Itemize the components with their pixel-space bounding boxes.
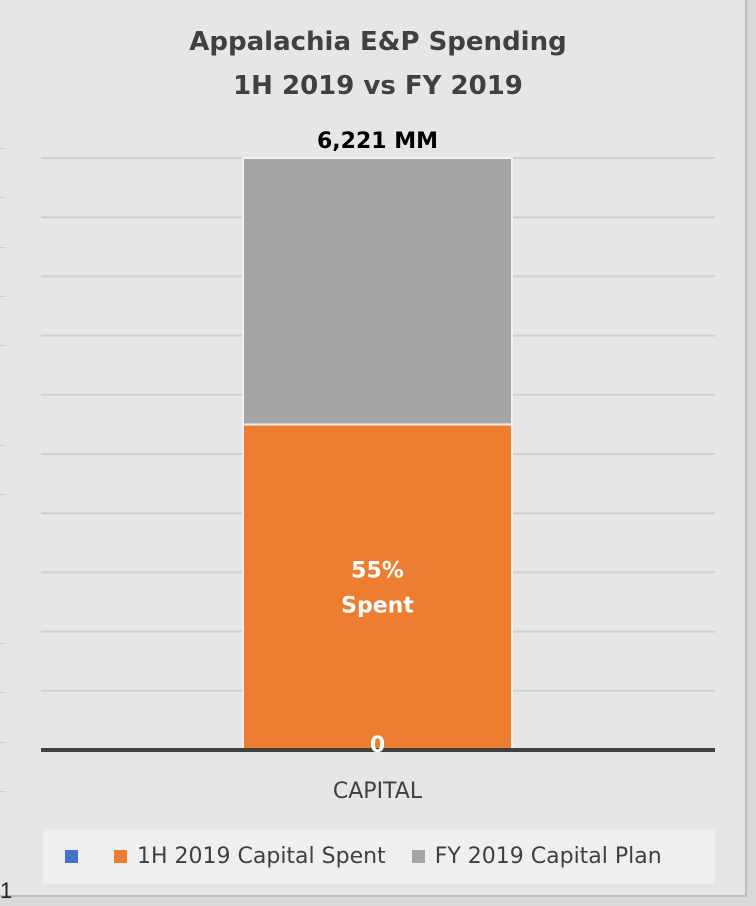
sheet-gridline [0, 345, 6, 346]
legend-item: FY 2019 Capital Plan [411, 844, 662, 869]
legend-item: 1H 2019 Capital Spent [114, 844, 386, 869]
legend: 1H 2019 Capital Spent FY 2019 Capital Pla… [43, 829, 715, 884]
sheet-gridline [0, 692, 6, 693]
legend-item [65, 850, 88, 863]
legend-swatch [411, 850, 425, 863]
sheet-gridline [0, 494, 6, 495]
sheet-gridline [0, 296, 6, 297]
data-label: Spent [341, 594, 414, 619]
data-label: 55% [351, 559, 404, 584]
cell-fragment: 1 [0, 878, 13, 903]
chart-title: Appalachia E&P Spending [189, 27, 567, 57]
sheet-gridline [0, 247, 6, 248]
data-label: 0 [370, 733, 385, 758]
sheet-gridline [0, 148, 6, 149]
bar-segment-1h-2019-capital-spent [242, 423, 513, 751]
sheet-gridline [0, 643, 6, 644]
category-label: CAPITAL [333, 779, 423, 804]
total-label: 6,221 MM [317, 129, 438, 154]
sheet-gridline [0, 791, 6, 792]
legend-swatch [114, 850, 127, 863]
chart-subtitle: 1H 2019 vs FY 2019 [233, 71, 523, 101]
sheet-gridline [0, 197, 6, 198]
sheet-gridline [0, 742, 6, 743]
legend-label: 1H 2019 Capital Spent [137, 844, 386, 869]
bar-segment-fy-2019-capital-plan [242, 157, 513, 426]
sheet-gridline [0, 445, 6, 446]
legend-label: FY 2019 Capital Plan [434, 844, 662, 869]
legend-swatch [65, 850, 78, 863]
